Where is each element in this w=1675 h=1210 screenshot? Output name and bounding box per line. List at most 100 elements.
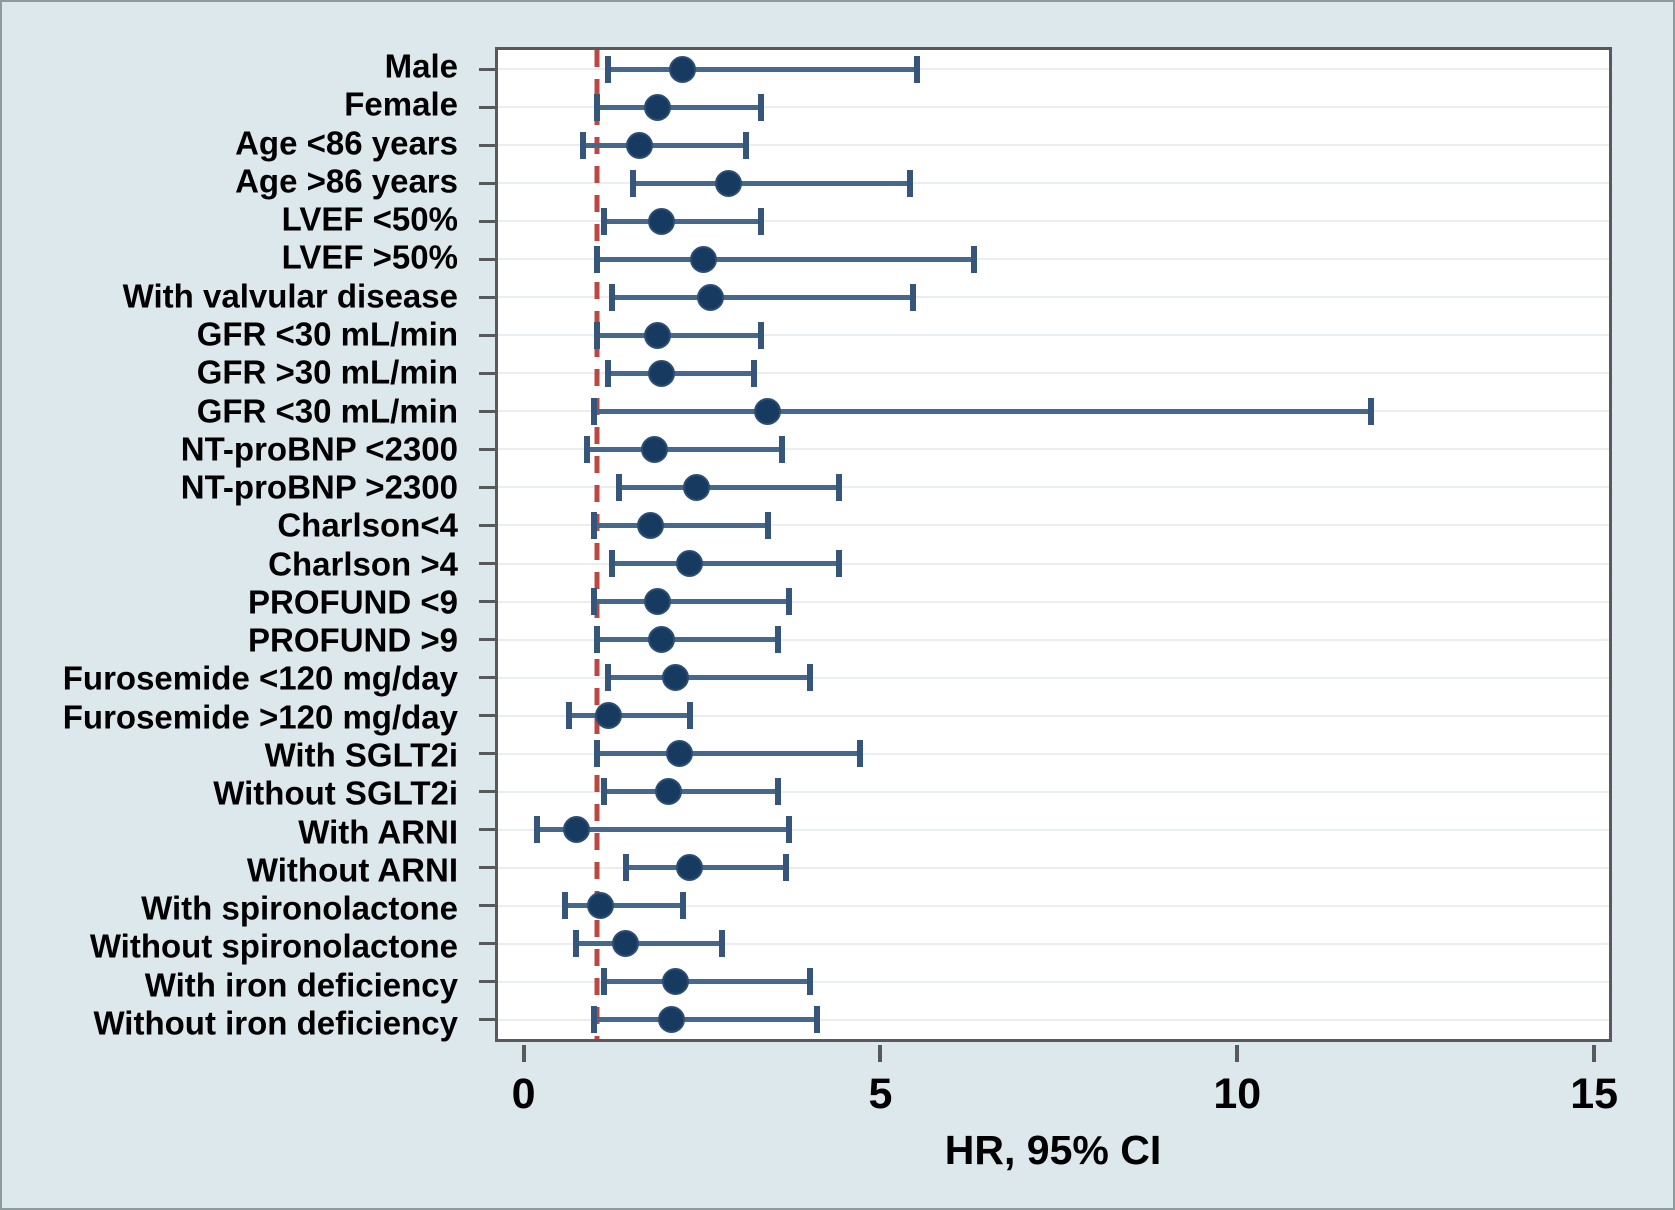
ci-cap-left [594, 93, 601, 121]
hr-point [637, 511, 665, 539]
ci-cap-left [594, 245, 601, 273]
y-tick [479, 676, 495, 680]
y-tick [479, 409, 495, 413]
ci-cap-left [601, 207, 608, 235]
y-tick [479, 638, 495, 642]
hr-point [647, 626, 675, 654]
ci-cap-left [534, 816, 541, 844]
ci-bar [593, 522, 768, 528]
x-tick-label: 0 [511, 1070, 536, 1118]
ci-cap-right [750, 359, 757, 387]
ci-cap-right [835, 550, 842, 578]
y-tick [479, 790, 495, 794]
ci-bar [583, 142, 747, 148]
gridline [498, 524, 1609, 527]
ci-bar [597, 256, 974, 262]
ci-cap-right [775, 626, 782, 654]
hr-point [658, 1006, 686, 1034]
ci-cap-left [605, 359, 612, 387]
hr-point [697, 283, 725, 311]
gridline [498, 904, 1609, 907]
ci-cap-left [615, 473, 622, 501]
gridline [498, 334, 1609, 337]
x-tick-label: 15 [1570, 1070, 1619, 1118]
gridline [498, 68, 1609, 71]
ci-cap-left [590, 397, 597, 425]
ci-cap-right [807, 968, 814, 996]
row-label: Furosemide <120 mg/day [62, 659, 458, 697]
y-tick [479, 105, 495, 109]
ci-cap-right [970, 245, 977, 273]
row-label: GFR <30 mL/min [196, 315, 458, 353]
gridline [498, 714, 1609, 717]
hr-point [644, 321, 672, 349]
gridline [498, 1018, 1609, 1021]
hr-point [676, 854, 704, 882]
ci-cap-right [686, 702, 693, 730]
ci-bar [604, 789, 779, 795]
ci-bar [625, 865, 786, 871]
gridline [498, 790, 1609, 793]
y-tick [479, 523, 495, 527]
hr-point [594, 702, 622, 730]
row-label: NT-proBNP <2300 [180, 430, 458, 468]
ci-bar [611, 561, 839, 567]
ci-cap-left [629, 169, 636, 197]
plot-area [479, 47, 1612, 1042]
row-label: Charlson >4 [268, 545, 458, 583]
ci-cap-left [562, 892, 569, 920]
row-label: Without ARNI [246, 851, 458, 889]
ci-cap-left [605, 55, 612, 83]
ci-bar [608, 66, 917, 72]
y-tick [479, 866, 495, 870]
y-tick [479, 714, 495, 718]
row-label: With SGLT2i [264, 736, 458, 774]
x-tick [878, 1045, 883, 1062]
ci-cap-left [608, 550, 615, 578]
hr-point [644, 588, 672, 616]
y-tick [479, 295, 495, 299]
gridline [498, 486, 1609, 489]
hr-point [612, 930, 640, 958]
ci-cap-right [1368, 397, 1375, 425]
hr-point [661, 968, 689, 996]
ci-cap-right [910, 283, 917, 311]
ci-cap-left [590, 1006, 597, 1034]
gridline [498, 562, 1609, 565]
ci-cap-right [757, 321, 764, 349]
row-label: PROFUND >9 [248, 621, 458, 659]
y-tick [479, 752, 495, 756]
y-tick [479, 942, 495, 946]
gridline [498, 372, 1609, 375]
ci-bar [608, 675, 811, 681]
ci-cap-right [679, 892, 686, 920]
row-label: NT-proBNP >2300 [180, 468, 458, 506]
ci-bar [593, 599, 790, 605]
y-tick [479, 485, 495, 489]
hr-point [661, 664, 689, 692]
gridline [498, 220, 1609, 223]
row-label: Without iron deficiency [93, 1004, 458, 1042]
ci-cap-left [594, 321, 601, 349]
x-tick-label: 10 [1213, 1070, 1262, 1118]
ci-cap-left [594, 626, 601, 654]
gridline [498, 942, 1609, 945]
hr-point [562, 816, 590, 844]
reference-line [594, 50, 600, 1039]
hr-point [647, 207, 675, 235]
ci-cap-left [601, 778, 608, 806]
ci-cap-right [782, 854, 789, 882]
row-label: Charlson<4 [277, 506, 458, 544]
ci-bar [608, 370, 754, 376]
ci-cap-left [580, 131, 587, 159]
y-tick [479, 143, 495, 147]
ci-bar [611, 294, 914, 300]
row-label: GFR <30 mL/min [196, 392, 458, 430]
y-tick [479, 562, 495, 566]
row-label: LVEF >50% [281, 238, 458, 276]
row-label: Furosemide >120 mg/day [62, 698, 458, 736]
row-label: LVEF <50% [281, 200, 458, 238]
ci-cap-right [913, 55, 920, 83]
hr-point [669, 55, 697, 83]
